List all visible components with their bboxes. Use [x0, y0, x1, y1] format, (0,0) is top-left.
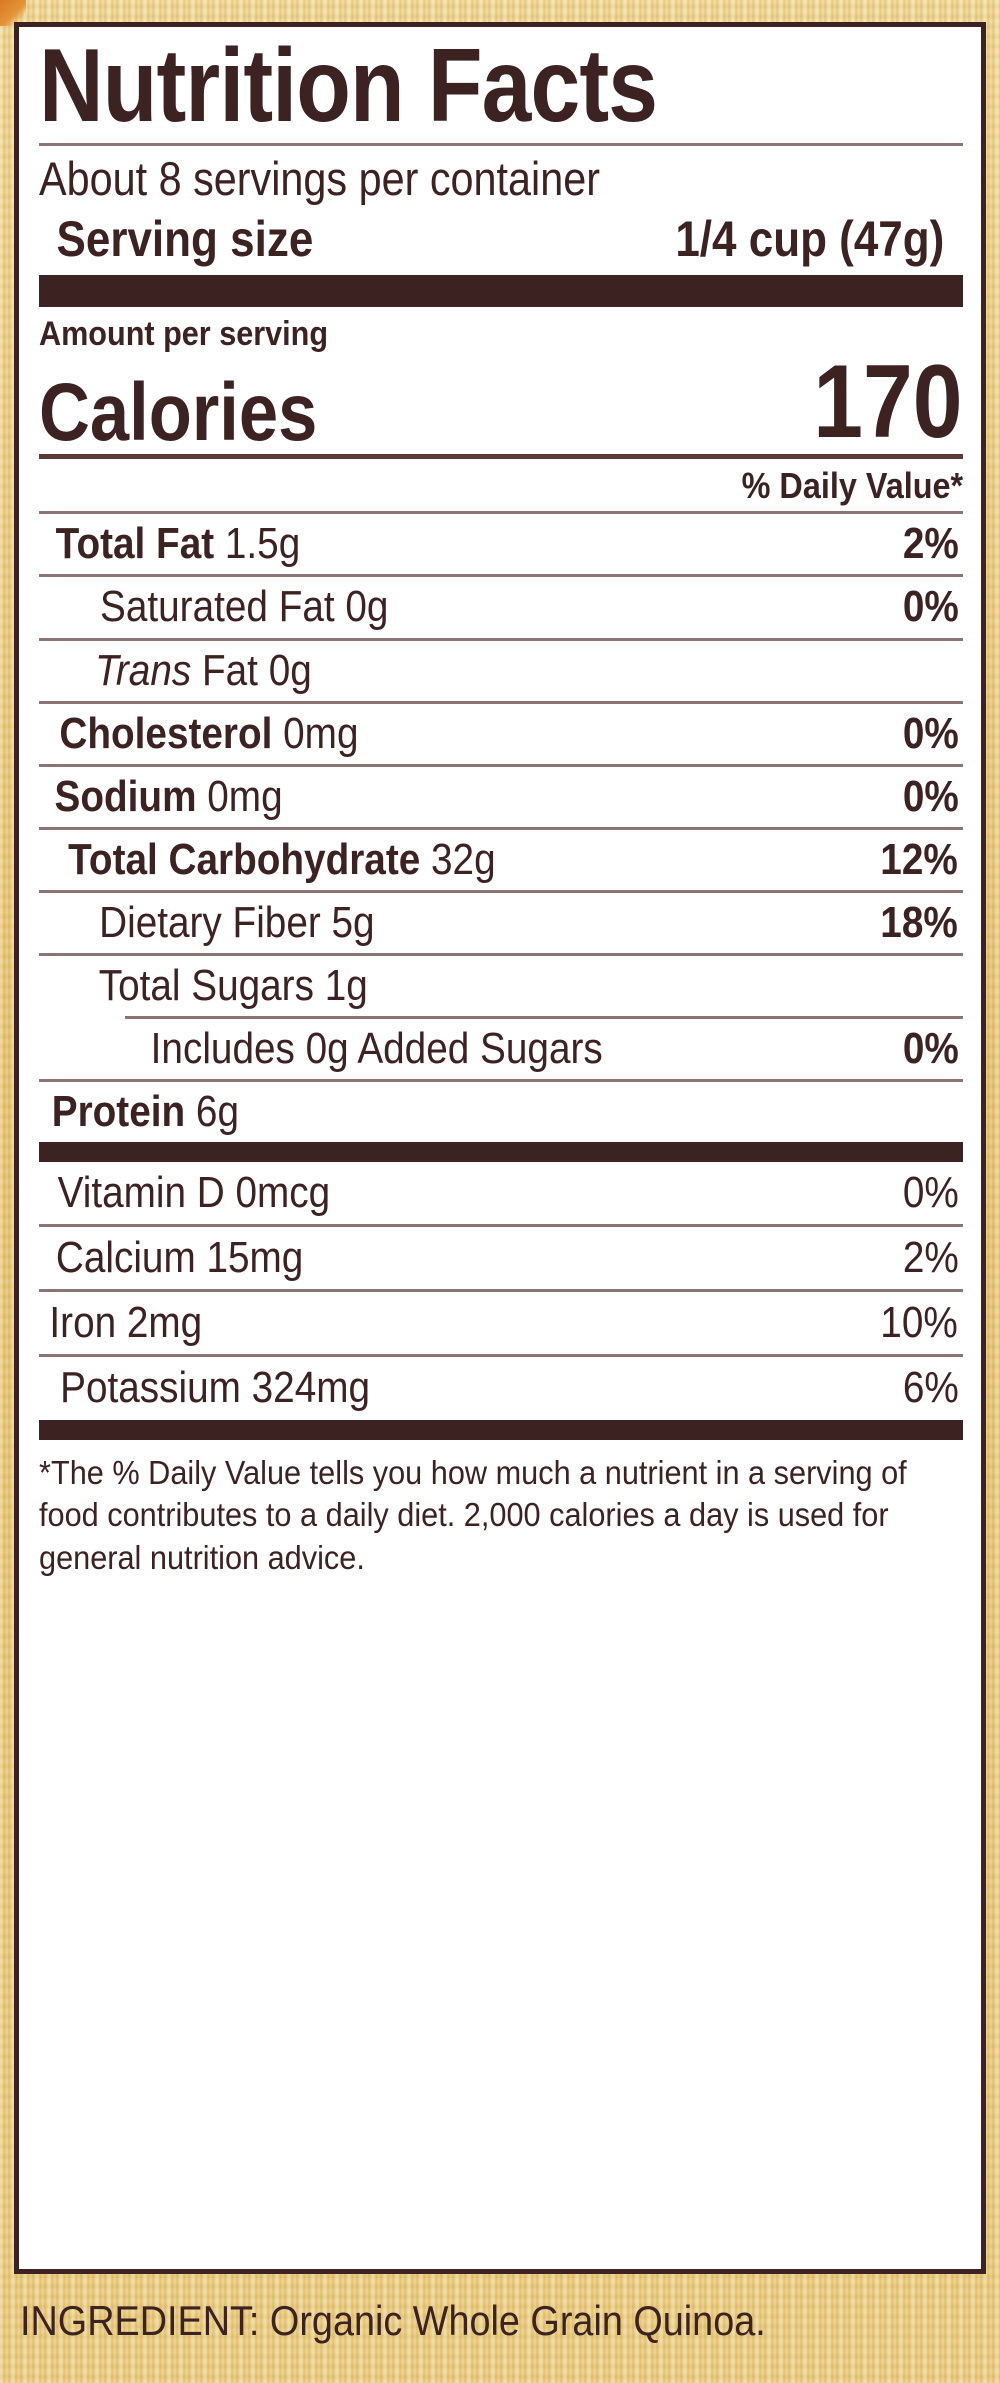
nutrient-row: Sodium 0mg 0% [39, 767, 963, 827]
nutrition-facts-panel: Nutrition Facts About 8 servings per con… [14, 22, 986, 2274]
nutrient-daily-value: 0% [903, 1024, 960, 1074]
nutrient-name: Saturated Fat 0g [100, 582, 389, 632]
vitamin-daily-value: 0% [903, 1168, 960, 1218]
vitamin-row: Iron 2mg 10% [39, 1292, 963, 1354]
nutrient-row: Trans Fat 0g [39, 641, 963, 701]
nutrient-row: Includes 0g Added Sugars 0% [39, 1019, 963, 1079]
vitamin-divider [39, 1289, 963, 1293]
nutrient-name-italic: Trans [95, 645, 192, 695]
nutrient-name: Trans Fat 0g [95, 645, 312, 695]
vitamin-divider [39, 1354, 963, 1358]
corner-color-flash [0, 0, 26, 26]
nutrient-daily-value: 0% [903, 582, 960, 632]
nutrient-divider [39, 889, 963, 893]
vitamin-name: Vitamin D 0mcg [57, 1168, 331, 1218]
vitamin-list: Vitamin D 0mcg 0% Calcium 15mg 2% Iron 2mg 10… [39, 1162, 963, 1419]
nutrient-daily-value: 2% [903, 519, 960, 569]
nutrient-name-bold: Cholesterol [59, 708, 273, 758]
nutrient-name-bold: Total Fat [55, 519, 215, 569]
vitamin-daily-value: 10% [880, 1298, 958, 1348]
vitamin-daily-value: 2% [903, 1233, 960, 1283]
ingredient-statement: INGREDIENT: Organic Whole Grain Quinoa. [20, 2297, 766, 2344]
calories-divider-bar [39, 454, 963, 460]
title-divider [39, 143, 963, 147]
nutrient-row: Protein 6g [39, 1082, 963, 1142]
header-thick-bar [39, 275, 963, 308]
nutrient-name-bold: Sodium [54, 771, 197, 821]
footnote-thick-bar [39, 1419, 963, 1440]
servings-per-container: About 8 servings per container [39, 152, 600, 206]
serving-size-row: Serving size 1/4 cup (47g) [39, 207, 963, 269]
nutrient-name: Cholesterol 0mg [59, 708, 359, 758]
page-title: Nutrition Facts [39, 28, 658, 144]
nutrient-daily-value: 0% [903, 708, 960, 758]
nutrient-name: Total Sugars 1g [98, 960, 368, 1010]
nutrient-row: Total Fat 1.5g 2% [39, 514, 963, 574]
nutrient-name: Total Fat 1.5g [55, 519, 301, 569]
daily-value-header: % Daily Value* [741, 465, 963, 507]
nutrient-divider [39, 763, 963, 767]
vitamin-divider [39, 1224, 963, 1228]
nutrient-divider [39, 826, 963, 830]
nutrient-name: Total Carbohydrate 32g [68, 834, 496, 884]
nutrient-row: Total Carbohydrate 32g 12% [39, 830, 963, 890]
calories-label: Calories [39, 367, 318, 459]
vitamin-row: Vitamin D 0mcg 0% [39, 1162, 963, 1224]
nutrient-divider [39, 574, 963, 578]
vitamin-row: Calcium 15mg 2% [39, 1227, 963, 1289]
nutrient-name: Includes 0g Added Sugars [150, 1024, 603, 1074]
vitamin-name: Iron 2mg [49, 1298, 203, 1348]
nutrient-daily-value: 12% [880, 834, 958, 884]
calories-value: 170 [813, 344, 963, 461]
daily-value-footnote: *The % Daily Value tells you how much a … [39, 1453, 907, 1577]
calories-row: Calories 170 [39, 350, 963, 454]
nutrient-name: Dietary Fiber 5g [99, 897, 375, 947]
vitamin-name: Calcium 15mg [55, 1233, 304, 1283]
nutrient-name: Sodium 0mg [54, 771, 283, 821]
nutrient-row: Total Sugars 1g [39, 956, 963, 1016]
nutrient-divider [39, 952, 963, 956]
serving-size-label: Serving size [56, 211, 314, 268]
nutrient-divider [39, 1079, 963, 1083]
nutrient-name-bold: Total Carbohydrate [68, 834, 421, 884]
nutrient-row: Cholesterol 0mg 0% [39, 704, 963, 764]
vitamins-thick-bar [39, 1142, 963, 1163]
nutrient-list: Total Fat 1.5g 2% Saturated Fat 0g 0% Trans … [39, 511, 963, 1142]
vitamin-daily-value: 6% [903, 1363, 960, 1413]
amount-per-serving-label: Amount per serving [39, 315, 329, 354]
nutrient-divider [39, 700, 963, 704]
nutrient-divider [125, 1016, 963, 1020]
nutrient-name-bold: Protein [51, 1087, 186, 1137]
vitamin-row: Potassium 324mg 6% [39, 1357, 963, 1419]
nutrient-daily-value: 18% [880, 897, 958, 947]
nutrient-row: Saturated Fat 0g 0% [39, 577, 963, 637]
vitamin-name: Potassium 324mg [60, 1363, 371, 1413]
serving-size-value: 1/4 cup (47g) [675, 211, 945, 268]
nutrient-row: Dietary Fiber 5g 18% [39, 893, 963, 953]
nutrient-divider [39, 637, 963, 641]
nutrient-divider [39, 511, 963, 515]
nutrient-daily-value: 0% [903, 771, 960, 821]
nutrient-name: Protein 6g [51, 1087, 239, 1137]
